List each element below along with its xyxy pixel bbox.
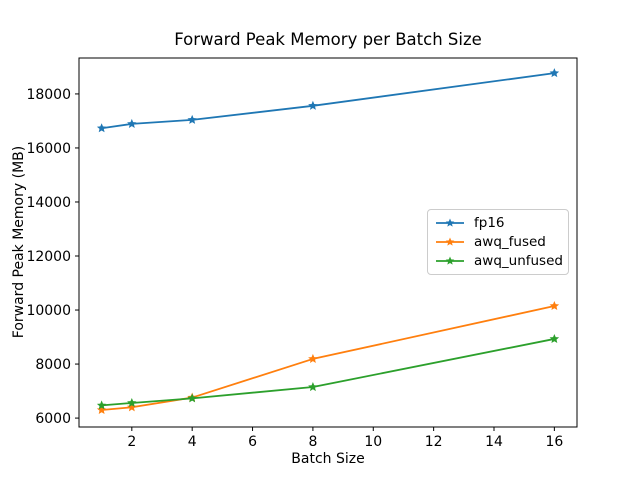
legend-sample-marker xyxy=(445,256,455,265)
series-line-fp16 xyxy=(100,72,556,130)
legend-line-sample-fp16 xyxy=(436,218,464,227)
legend-label-awq-unfused: awq_unfused xyxy=(474,253,563,270)
series-marker-awq_fused xyxy=(127,402,137,412)
series-marker-fp16 xyxy=(308,100,318,110)
series-marker-awq_fused xyxy=(96,404,107,415)
x-tick-label: 14 xyxy=(485,434,503,450)
y-tick-label: 12000 xyxy=(26,249,71,265)
plot-border xyxy=(78,57,578,428)
legend-label-awq-fused: awq_fused xyxy=(474,233,546,250)
series-marker-fp16 xyxy=(96,123,107,133)
y-axis-label: Forward Peak Memory (MB) xyxy=(11,146,27,338)
chart-title: Forward Peak Memory per Batch Size xyxy=(174,30,482,49)
x-tick-label: 12 xyxy=(425,434,443,450)
x-tick-label: 8 xyxy=(308,434,317,450)
legend-entry-fp16: fp16 xyxy=(435,213,561,232)
x-tick-label: 4 xyxy=(188,434,197,450)
series-marker-awq_unfused xyxy=(127,397,137,407)
series-line-awq_unfused xyxy=(100,338,556,407)
legend: fp16 awq_fused awq_unfused xyxy=(427,209,569,275)
series-line-awq_fused xyxy=(100,305,556,411)
legend-sample-marker xyxy=(445,237,455,246)
legend-line-sample-awq-fused xyxy=(436,237,464,246)
x-tick-label: 2 xyxy=(127,434,136,450)
series-marker-fp16 xyxy=(127,118,137,128)
y-tick-label: 18000 xyxy=(26,87,71,103)
legend-entry-awq-unfused: awq_unfused xyxy=(435,252,563,271)
legend-sample-marker xyxy=(445,218,455,227)
y-tick-label: 6000 xyxy=(35,411,71,427)
legend-line-sample-awq-unfused xyxy=(436,256,464,265)
series-marker-awq_fused xyxy=(549,300,560,311)
x-tick-label: 6 xyxy=(248,434,257,450)
x-tick-label: 10 xyxy=(364,434,382,450)
series-marker-awq_unfused xyxy=(308,382,318,392)
y-tick-label: 8000 xyxy=(35,357,71,373)
x-tick-label: 16 xyxy=(545,434,563,450)
series-marker-awq_unfused xyxy=(96,400,107,410)
legend-label-fp16: fp16 xyxy=(474,214,505,231)
y-tick-label: 10000 xyxy=(26,303,71,319)
series-marker-awq_fused xyxy=(308,353,318,363)
series-marker-fp16 xyxy=(187,114,197,124)
series-marker-awq_unfused xyxy=(549,333,560,343)
series-marker-fp16 xyxy=(549,68,560,78)
legend-entry-awq-fused: awq_fused xyxy=(435,232,561,251)
x-axis-label: Batch Size xyxy=(291,451,364,467)
y-tick-label: 14000 xyxy=(26,195,71,211)
series-marker-awq_unfused xyxy=(187,393,197,403)
y-tick-label: 16000 xyxy=(26,141,71,157)
